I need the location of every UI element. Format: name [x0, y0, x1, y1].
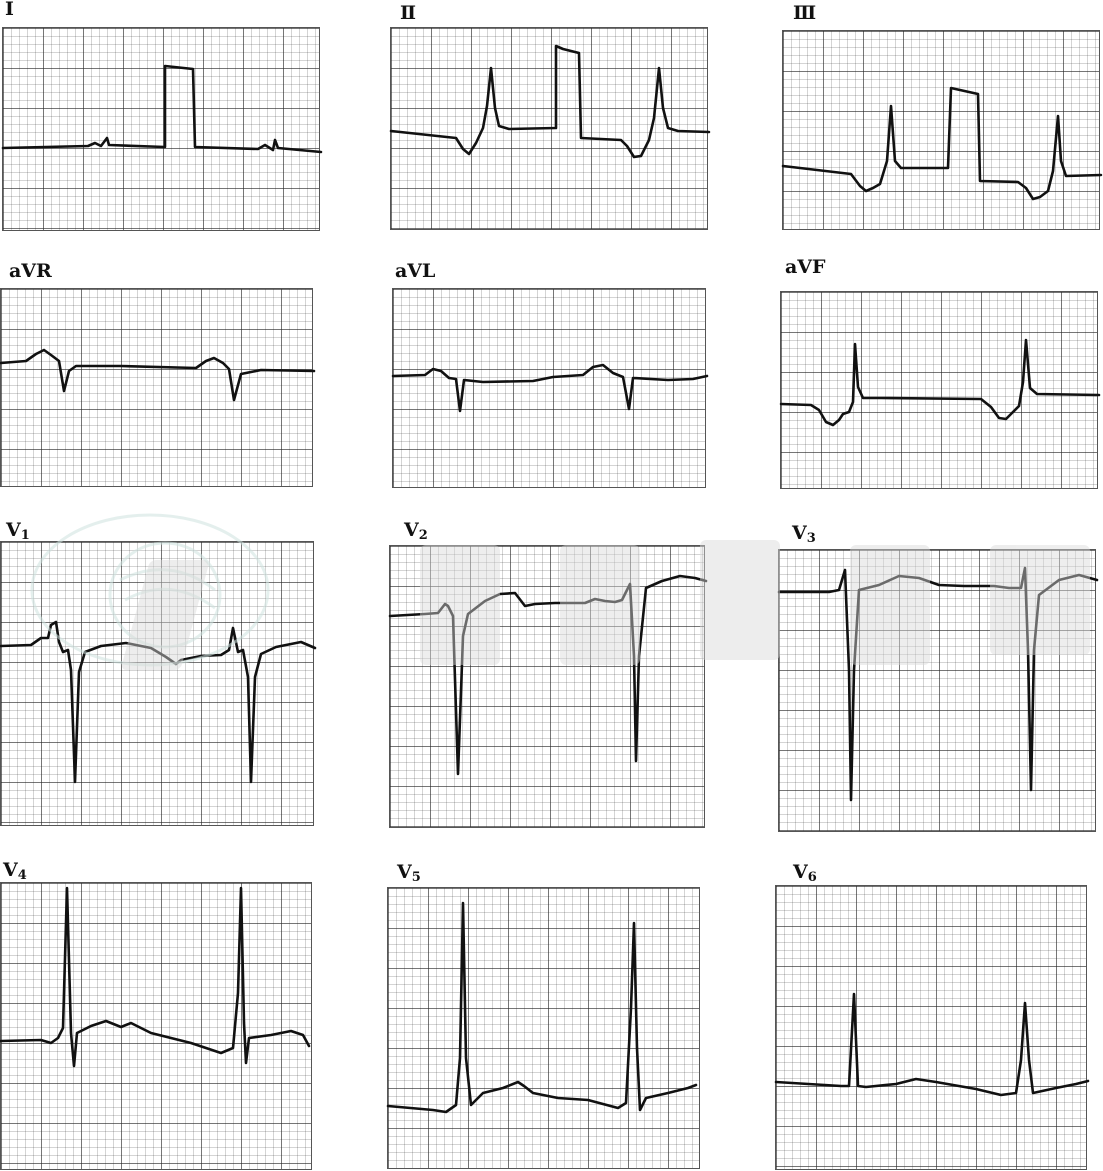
ecg-trace-I — [1, 64, 323, 154]
ecg-trace-V1 — [0, 620, 317, 784]
lead-label-V6: V6 — [793, 861, 817, 885]
ecg-trace-V5 — [386, 901, 698, 1114]
ecg-trace-aVF — [779, 338, 1101, 427]
lead-label-V1: V1 — [6, 519, 30, 543]
ecg-strip-aVR — [0, 288, 316, 487]
ecg-trace-V2 — [388, 574, 708, 776]
ecg-strip-V5 — [386, 887, 700, 1169]
ecg-trace-V6 — [774, 992, 1090, 1097]
ecg-strip-I — [1, 27, 323, 231]
lead-label-II: Ⅱ — [400, 2, 417, 24]
ecg-trace-II — [389, 44, 711, 159]
ecg-trace-V3 — [777, 566, 1099, 802]
lead-label-V5: V5 — [397, 861, 421, 885]
ecg-strip-III — [781, 30, 1103, 230]
ecg-trace-aVR — [0, 348, 316, 402]
ecg-strip-V2 — [388, 545, 708, 828]
lead-label-aVF: aVF — [785, 256, 826, 278]
lead-label-V4: V4 — [3, 859, 27, 883]
lead-label-V3: V3 — [792, 522, 816, 546]
ecg-strip-V3 — [777, 549, 1099, 832]
ecg-strip-II — [389, 27, 711, 230]
ecg-strip-V6 — [774, 885, 1090, 1170]
ecg-strip-V4 — [0, 882, 312, 1170]
ecg-trace-V4 — [0, 886, 311, 1068]
lead-label-aVR: aVR — [9, 260, 52, 282]
lead-label-I: Ⅰ — [5, 0, 14, 20]
ecg-strip-aVF — [779, 291, 1101, 489]
ecg-trace-aVL — [391, 363, 709, 413]
lead-label-aVL: aVL — [395, 260, 436, 282]
ecg-strip-V1 — [0, 541, 317, 826]
lead-label-III: Ⅲ — [793, 2, 817, 24]
ecg-strip-aVL — [391, 288, 709, 488]
ecg-trace-III — [781, 86, 1103, 201]
lead-label-V2: V2 — [404, 519, 428, 543]
